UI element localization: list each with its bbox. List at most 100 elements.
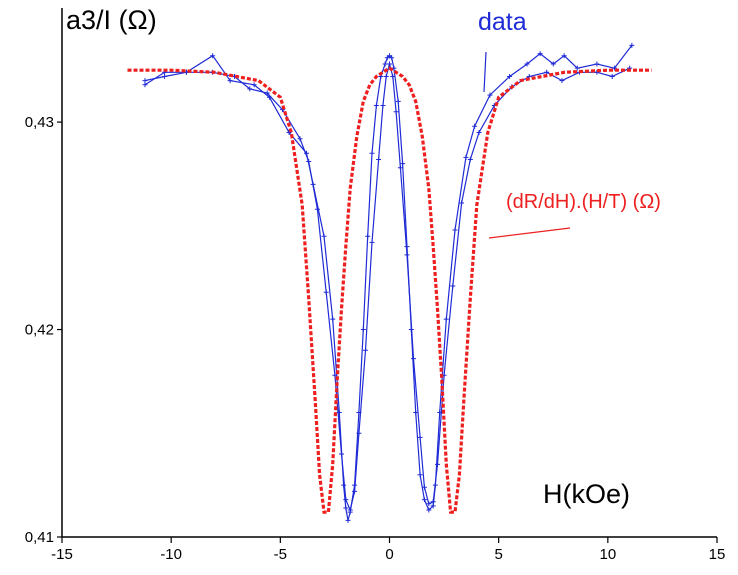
data-point [387, 61, 392, 67]
data-point [389, 55, 395, 61]
data-point [411, 356, 417, 362]
data-point [314, 206, 320, 212]
data-point [594, 61, 600, 67]
series-1 [142, 42, 635, 523]
data-point [376, 156, 382, 162]
data-point [507, 73, 513, 79]
data-point [343, 497, 349, 503]
data-point [467, 156, 473, 162]
data-point [286, 129, 292, 135]
data-point [352, 488, 358, 494]
data-point [421, 497, 427, 503]
x-axis-label: H(kOe) [543, 479, 630, 509]
data-point [395, 98, 401, 104]
data-point [443, 316, 449, 322]
data-point [365, 233, 371, 239]
legend-model: (dR/dH).(H/T) (Ω) [488, 191, 661, 239]
x-tick-label: -5 [274, 546, 287, 563]
y-axis-label: a3/I (Ω) [66, 5, 157, 35]
data-point [450, 283, 456, 289]
data-point [390, 73, 396, 79]
data-point [142, 78, 148, 84]
data-point [356, 430, 362, 436]
data-point [400, 161, 406, 167]
data-point [609, 73, 615, 79]
data-point [413, 410, 419, 416]
data-point [430, 499, 436, 505]
data-point [421, 484, 427, 490]
data-point [362, 347, 368, 353]
data-point [435, 461, 441, 467]
data-point [463, 154, 469, 160]
data-point [210, 53, 216, 59]
data-point [487, 92, 493, 98]
legend-model-label: (dR/dH).(H/T) (Ω) [506, 191, 661, 213]
data-point [380, 103, 386, 109]
data-point [338, 451, 344, 457]
data-point [251, 82, 257, 88]
data-point [452, 227, 458, 233]
series-layer [127, 42, 652, 523]
x-tick-label: -10 [160, 546, 182, 563]
data-point [360, 327, 366, 333]
data-point [544, 69, 550, 75]
data-point [393, 109, 399, 115]
series-line [127, 66, 652, 514]
data-point [369, 239, 375, 245]
data-point [227, 78, 233, 84]
data-point [247, 86, 253, 92]
legend-data-pointer [483, 51, 487, 93]
data-point [476, 129, 482, 135]
x-tick-label: 10 [599, 546, 616, 563]
data-point [574, 65, 580, 71]
data-point [472, 123, 478, 129]
y-tick-label: 0,42 [25, 322, 54, 339]
data-point [345, 517, 351, 523]
x-tick-label: 5 [494, 546, 502, 563]
data-point [559, 78, 565, 84]
legend-model-pointer [488, 227, 571, 239]
data-point [383, 73, 389, 79]
data-point [561, 53, 567, 59]
data-point [341, 482, 347, 488]
series-2 [142, 61, 633, 513]
data-point [332, 372, 338, 378]
data-point [264, 90, 270, 96]
data-point [297, 136, 303, 142]
data-point [330, 316, 336, 322]
data-point [373, 103, 379, 109]
data-point [343, 505, 349, 511]
y-tick-label: 0,43 [25, 114, 54, 131]
data-point [382, 61, 388, 67]
y-tick-label: 0,41 [25, 529, 54, 546]
axes [61, 8, 717, 538]
data-point [417, 434, 423, 440]
legend-data: data [478, 8, 527, 93]
data-point [321, 233, 327, 239]
data-point [417, 472, 423, 478]
data-point [611, 65, 617, 71]
legend-data-label: data [478, 8, 527, 36]
data-point [537, 51, 543, 57]
data-point [323, 289, 329, 295]
series-line [144, 61, 630, 512]
x-ticks: -15 -10 -5 0 5 10 15 [51, 537, 725, 563]
data-point [397, 165, 403, 171]
series-line [144, 44, 633, 521]
data-point [426, 501, 432, 507]
data-point [347, 507, 353, 513]
data-point [369, 150, 375, 156]
data-point [550, 61, 556, 67]
data-point [404, 252, 410, 258]
y-ticks: 0,41 0,42 0,43 [25, 114, 62, 546]
x-tick-label: 15 [709, 546, 726, 563]
data-point [162, 73, 168, 79]
x-tick-label: 0 [385, 546, 393, 563]
data-point [594, 69, 600, 75]
data-point [459, 200, 465, 206]
series-3 [127, 66, 652, 514]
data-point [524, 61, 530, 67]
data-point [426, 507, 432, 513]
x-tick-label: -15 [51, 546, 73, 563]
